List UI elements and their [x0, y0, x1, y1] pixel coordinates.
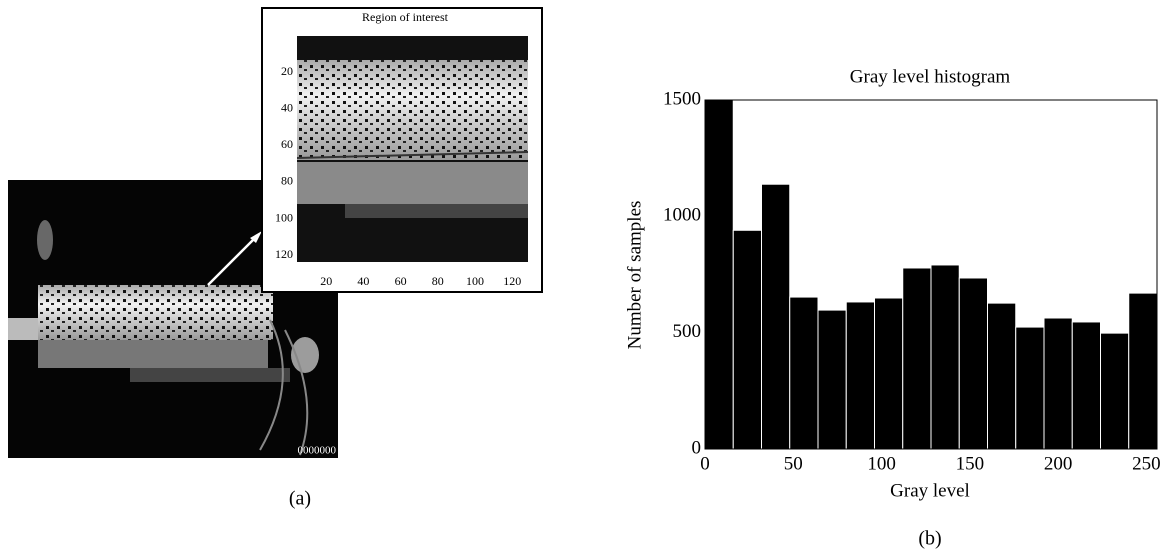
inset-y-tick-label: 40 — [281, 100, 293, 114]
y-tick-label: 0 — [692, 437, 702, 458]
y-tick-label: 1500 — [663, 88, 701, 109]
x-tick-label: 100 — [867, 453, 896, 474]
x-tick-label: 50 — [784, 453, 803, 474]
inset-y-tick-label: 20 — [281, 64, 293, 78]
bar — [761, 183, 791, 450]
x-axis-label: Gray level — [890, 480, 970, 501]
bar — [1071, 321, 1101, 450]
timestamp: 0000000 — [298, 445, 337, 457]
inset-x-tick-label: 60 — [395, 274, 407, 288]
arrow-head — [250, 231, 262, 243]
bar — [845, 301, 875, 450]
bar — [1128, 292, 1158, 450]
bar — [704, 99, 734, 450]
inset-y-tick-label: 100 — [275, 210, 293, 224]
x-tick-label: 150 — [956, 453, 985, 474]
chart-title: Gray level histogram — [850, 66, 1011, 87]
plot-frame — [704, 99, 1158, 450]
y-tick-label: 500 — [673, 321, 702, 342]
bar — [930, 264, 960, 450]
inset-y-tick-label: 60 — [281, 137, 293, 151]
x-tick-label: 0 — [700, 453, 710, 474]
bar — [902, 267, 932, 450]
inset-x-tick-label: 120 — [503, 274, 521, 288]
inset-x-tick-label: 20 — [320, 274, 332, 288]
arrow — [207, 236, 257, 286]
x-tick-label: 200 — [1044, 453, 1073, 474]
bar — [987, 302, 1017, 450]
inset-x-tick-label: 100 — [466, 274, 484, 288]
bar — [1100, 332, 1130, 450]
panel-label: (b) — [918, 528, 941, 550]
y-tick-label: 1000 — [663, 205, 701, 226]
bar — [817, 309, 847, 450]
inset: Region of interest 20 40 60 80 100 120 20 40 60 8… — [261, 7, 543, 293]
bar — [958, 277, 988, 450]
inset-y-tick-label: 120 — [275, 247, 293, 261]
x-tick-label: 250 — [1132, 453, 1161, 474]
bar — [1043, 317, 1073, 450]
panel-label: (a) — [289, 488, 311, 510]
bar — [789, 296, 819, 450]
inset-x-tick-label: 80 — [432, 274, 444, 288]
inset-title: Region of interest — [362, 10, 449, 24]
inset-x-tick-label: 40 — [357, 274, 369, 288]
bar — [874, 297, 904, 450]
inset-y-tick-label: 80 — [281, 174, 293, 188]
y-axis-label: Number of samples — [624, 201, 645, 350]
bar — [1015, 326, 1045, 450]
bar — [732, 229, 762, 450]
